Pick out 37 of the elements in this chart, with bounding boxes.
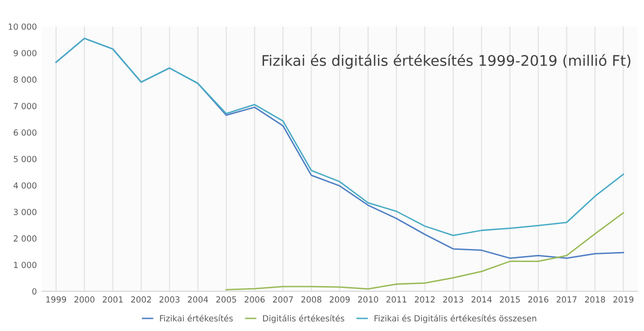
y-tick-label: 5 000 — [14, 156, 36, 162]
y-tick-label: 0 — [32, 288, 36, 295]
x-tick-label: 2009 — [330, 296, 350, 303]
x-tick-label: 2000 — [74, 296, 94, 303]
y-tick-label: 1 000 — [14, 262, 36, 268]
x-tick-label: 2004 — [188, 296, 208, 303]
x-tick-label: 2019 — [613, 296, 634, 303]
x-tick-label: 2014 — [472, 296, 492, 303]
x-tick-label: 2015 — [500, 296, 520, 303]
y-tick-label: 8 000 — [14, 76, 36, 83]
y-tick-label: 3 000 — [14, 208, 36, 216]
y-tick-label: 10 000 — [8, 23, 36, 30]
x-tick-label: 2017 — [556, 296, 577, 303]
x-tick-label: 2011 — [386, 296, 406, 303]
x-tick-label: 2012 — [414, 296, 435, 303]
legend-label: Digitális értékesítés — [263, 314, 344, 324]
x-tick-label: 2003 — [160, 296, 180, 303]
x-tick-label: 2005 — [216, 296, 236, 303]
y-tick-label: 2 000 — [14, 235, 36, 242]
text: Fizikai és digitális értékesítés 1999-2019 (millió Ft) — [262, 54, 630, 69]
x-tick-label: 2010 — [358, 296, 378, 303]
y-tick-label: 6 000 — [14, 129, 36, 136]
y-tick-label: 7 000 — [14, 102, 36, 110]
x-tick-label: 2013 — [443, 296, 464, 303]
x-tick-label: 2008 — [301, 296, 322, 303]
x-tick-label: 2002 — [131, 296, 151, 303]
legend-label: Fizikai és Digitális értékesítés összesen — [374, 314, 536, 324]
legend-label: Fizikai értékesítés — [160, 314, 233, 322]
line-series — [226, 212, 624, 290]
y-tick-label: 4 000 — [14, 182, 36, 189]
y-tick-label: 9 000 — [14, 50, 36, 56]
x-tick-label: 2007 — [272, 296, 293, 303]
x-tick-label: 2001 — [102, 296, 123, 303]
x-tick-label: 1999 — [46, 296, 66, 303]
x-tick-label: 2006 — [244, 296, 265, 303]
x-tick-label: 2016 — [528, 296, 548, 303]
x-tick-label: 2018 — [585, 296, 606, 303]
